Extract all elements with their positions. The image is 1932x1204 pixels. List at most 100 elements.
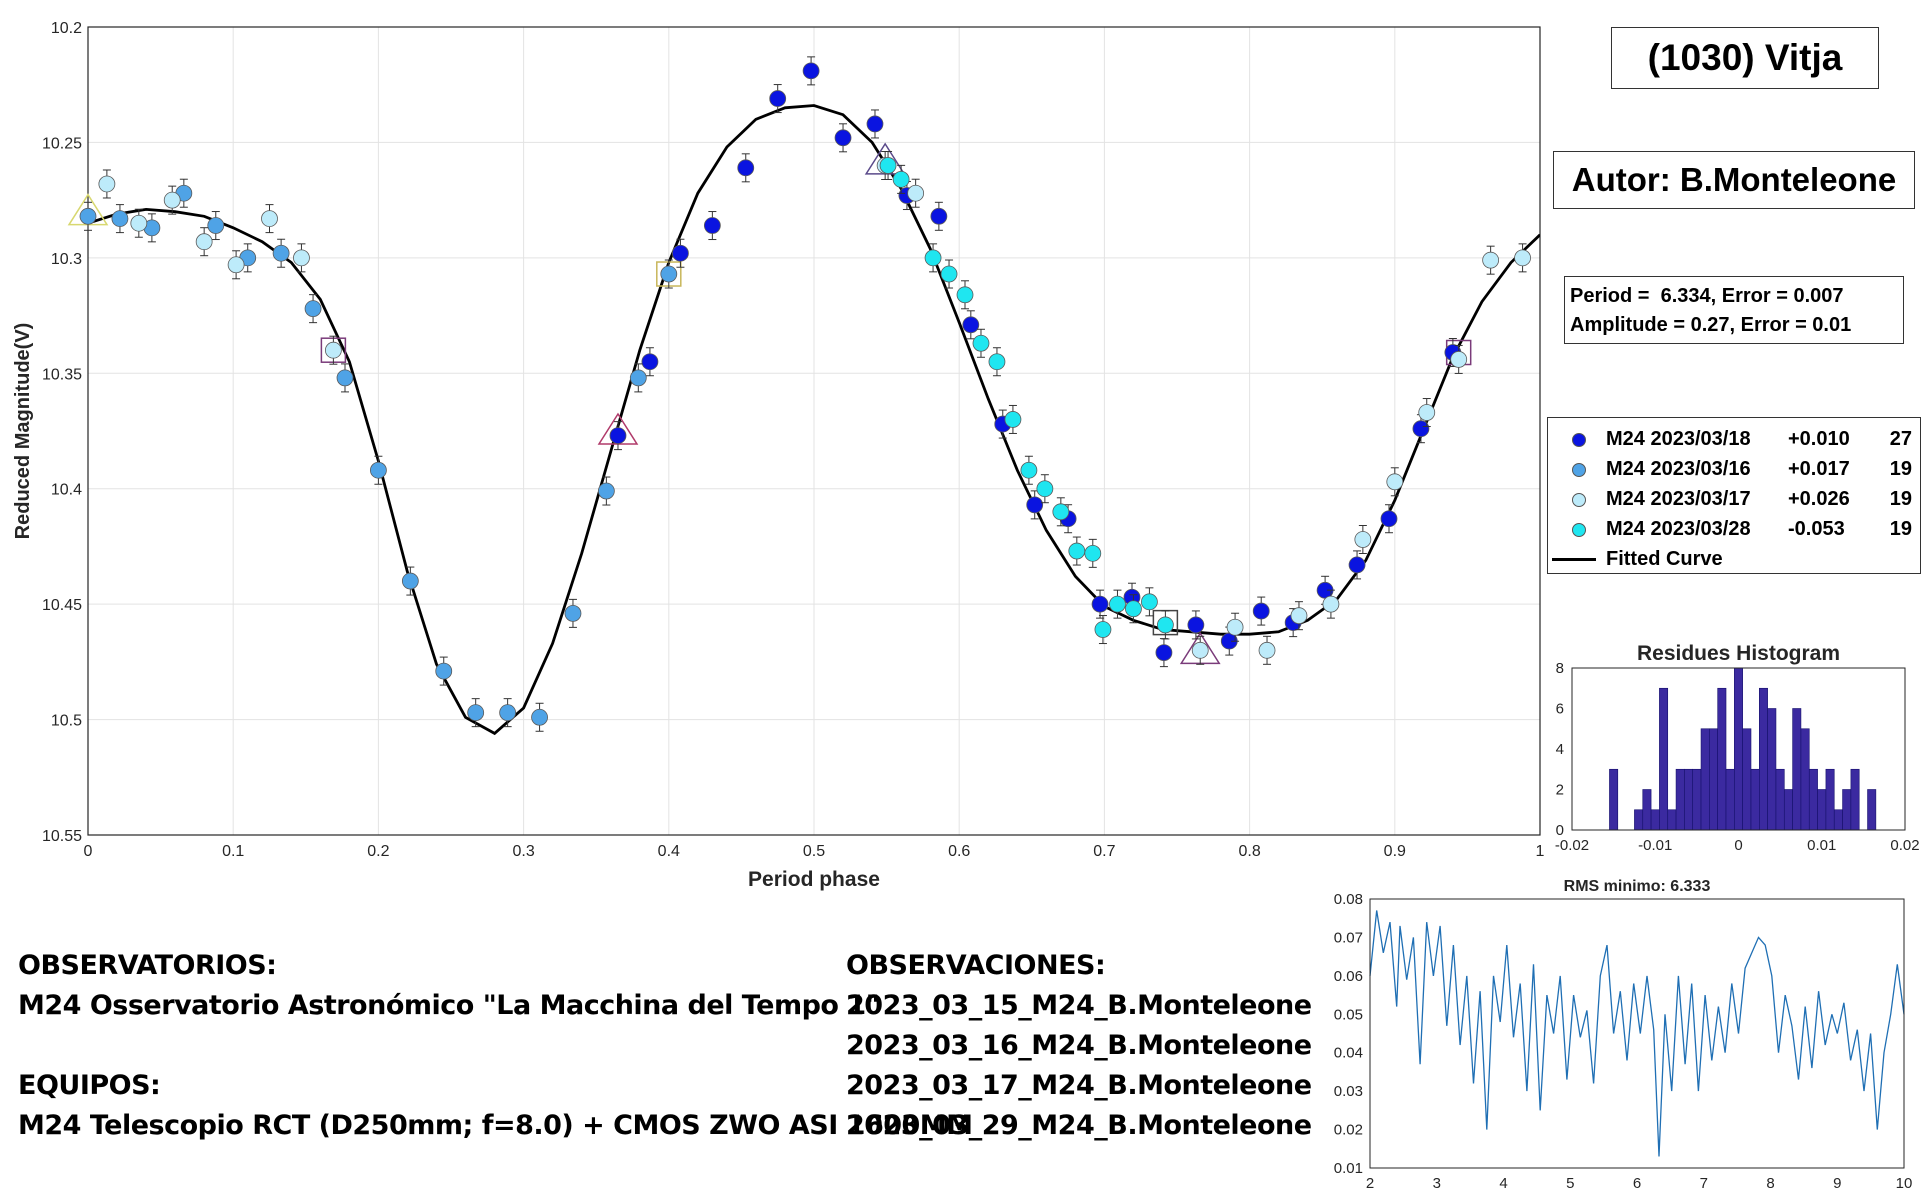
data-point (597, 482, 615, 500)
histogram-x-tick-label: 0.02 (1890, 837, 1919, 854)
data-point (293, 249, 310, 267)
equipo-text: M24 Telescopio RCT (D250mm; f=8.0) + CMO… (18, 1110, 973, 1141)
legend-label: M24 2023/03/16 (1606, 458, 1751, 480)
histogram-x-tick-label: -0.01 (1638, 837, 1672, 854)
legend-entry: M24 2023/03/16 +0.017 19 (1548, 454, 1920, 484)
y-tick-label: 10.35 (42, 366, 82, 383)
rms-frame (1369, 898, 1905, 1169)
y-tick-label: 10.4 (51, 482, 82, 499)
y-tick-label: 10.3 (51, 251, 82, 268)
data-point (163, 191, 181, 209)
rms-x-tick-label: 7 (1700, 1175, 1708, 1192)
data-point (272, 244, 290, 262)
rms-y-tick-label: 0.03 (1334, 1083, 1363, 1100)
x-tick-label: 0.7 (1093, 843, 1115, 860)
rms-x-tick-label: 9 (1833, 1175, 1841, 1192)
x-tick-label: 0.8 (1238, 843, 1260, 860)
legend-entry: M24 2023/03/18 +0.010 27 (1548, 424, 1920, 454)
data-point (467, 704, 485, 722)
rms-x-tick-label: 6 (1633, 1175, 1641, 1192)
data-point (130, 214, 148, 232)
histogram-y-tick-label: 6 (1556, 701, 1564, 718)
data-point (988, 353, 1006, 371)
rms-y-tick-label: 0.01 (1334, 1160, 1363, 1177)
data-point (629, 369, 647, 387)
rms-y-tick-label: 0.07 (1334, 929, 1363, 946)
data-point (972, 334, 990, 352)
equipos-header: EQUIPOS: (18, 1070, 161, 1101)
data-point (261, 210, 278, 228)
data-point (1418, 404, 1436, 421)
rms-x-tick-label: 5 (1566, 1175, 1574, 1192)
observacion-2: 2023_03_16_M24_B.Monteleone (846, 1030, 1312, 1061)
histogram-frame (1571, 667, 1906, 831)
data-point (1252, 602, 1270, 620)
x-tick-label: 0.1 (222, 843, 244, 860)
asteroid-title-box: (1030) Vitja (1611, 27, 1879, 89)
data-point (956, 286, 974, 304)
data-point (703, 217, 721, 234)
histogram-bar (1767, 708, 1777, 831)
data-point (924, 249, 942, 267)
x-axis-label: Period phase (748, 868, 880, 891)
legend-line-icon (1552, 558, 1596, 561)
y-axis-label: Reduced Magnitude(V) (12, 323, 34, 540)
data-point (195, 233, 213, 251)
histogram-bar (1800, 728, 1810, 831)
legend-marker-icon (1572, 463, 1586, 477)
y-tick-label: 10.2 (51, 20, 82, 37)
histogram-bar (1775, 768, 1785, 831)
data-point (1187, 616, 1205, 634)
rms-y-tick-label: 0.05 (1334, 1006, 1363, 1023)
histogram-bar (1700, 728, 1710, 831)
histogram-bar (1833, 809, 1843, 831)
data-point (1156, 616, 1174, 634)
data-point (1226, 618, 1244, 636)
data-point (1482, 251, 1500, 269)
y-tick-label: 10.55 (42, 828, 82, 845)
histogram-bar (1742, 728, 1752, 831)
histogram-y-tick-label: 0 (1556, 822, 1564, 839)
histogram-bar (1867, 789, 1877, 831)
data-point (1191, 641, 1209, 659)
data-point (369, 461, 387, 479)
observatorios-header: OBSERVATORIOS: (18, 950, 277, 981)
data-point (1322, 595, 1340, 613)
legend-count: 19 (1889, 518, 1912, 540)
data-point (879, 157, 897, 174)
data-point (660, 265, 678, 283)
histogram-bar (1667, 809, 1677, 831)
legend: M24 2023/03/18 +0.010 27 M24 2023/03/16 +0.0… (1547, 417, 1921, 574)
main-plot-frame (87, 26, 1541, 836)
data-point (672, 244, 689, 262)
data-point (834, 129, 852, 147)
histogram-bar (1817, 789, 1827, 831)
data-point (1068, 542, 1086, 560)
data-point (641, 353, 659, 371)
legend-offset: +0.010 (1788, 428, 1850, 450)
data-point (227, 256, 245, 274)
x-tick-label: 0.2 (367, 843, 389, 860)
data-point (1450, 351, 1468, 368)
data-point (336, 369, 354, 387)
data-point (892, 170, 910, 188)
histogram-y-tick-label: 2 (1556, 782, 1564, 799)
data-point (1026, 496, 1044, 514)
histogram-bar (1725, 768, 1735, 831)
data-point (962, 316, 980, 334)
histogram-bar (1717, 687, 1727, 831)
histogram-bar (1783, 789, 1793, 831)
data-point (324, 341, 342, 359)
x-tick-label: 0.5 (803, 843, 825, 860)
data-point (907, 184, 925, 202)
histogram-bar (1709, 728, 1718, 831)
data-point (1514, 249, 1531, 267)
histogram-bar (1684, 768, 1694, 831)
data-point (1052, 503, 1070, 521)
observacion-1: 2023_03_15_M24_B.Monteleone (846, 990, 1312, 1021)
histogram-x-tick-label: 0.01 (1807, 837, 1836, 854)
data-point (930, 207, 948, 225)
author-label: Autor: B.Monteleone (1571, 161, 1897, 198)
legend-marker-icon (1572, 523, 1586, 537)
